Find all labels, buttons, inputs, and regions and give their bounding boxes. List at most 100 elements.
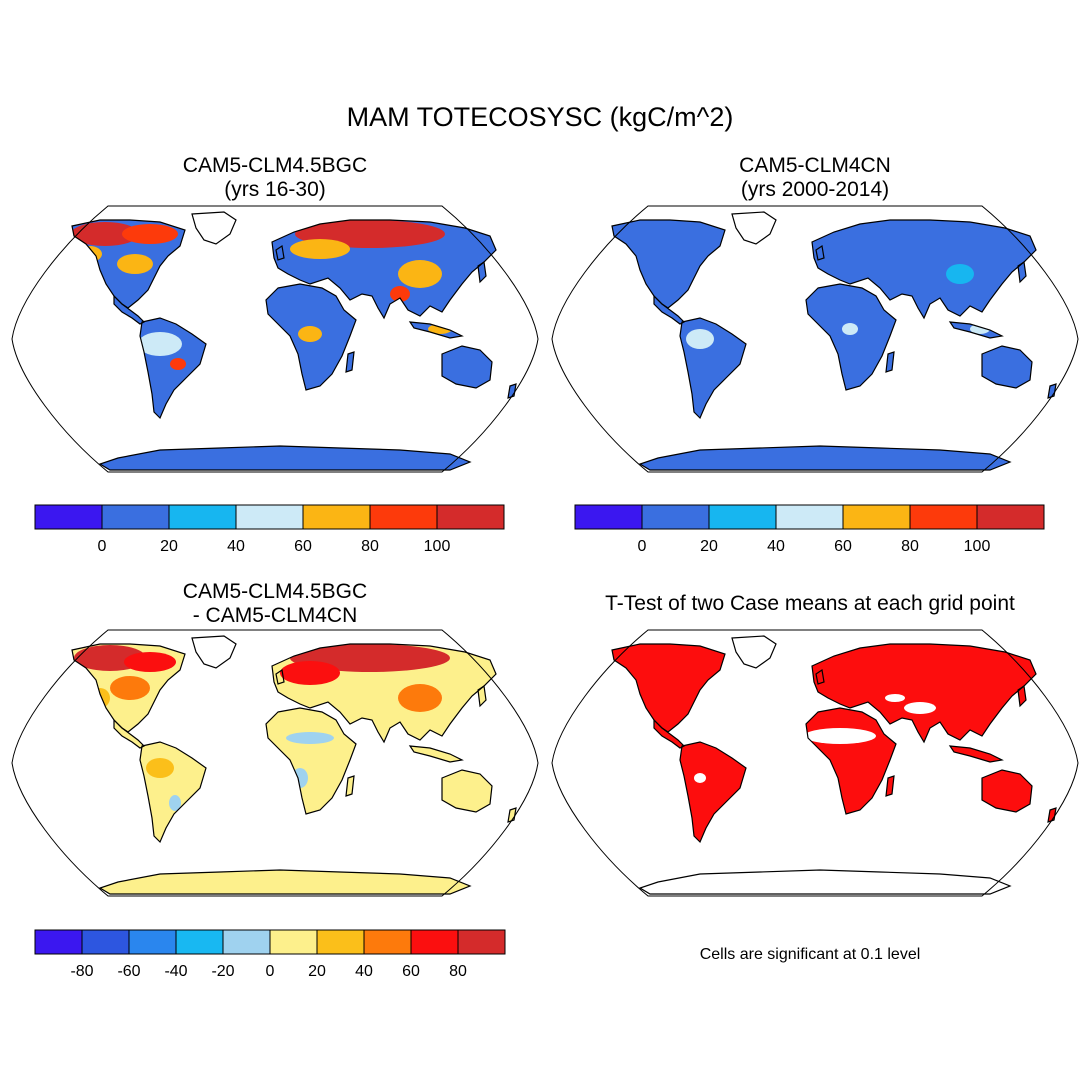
m2-patch-amazon — [686, 329, 714, 349]
m3-land-japan — [478, 686, 486, 706]
m1-patch-canada-north — [72, 222, 139, 246]
map-3 — [11, 629, 539, 897]
m4-coast-madagascar — [885, 775, 895, 797]
colorbar-2: 0 20 40 60 80 100 — [574, 504, 1045, 555]
m1-value-patches — [72, 220, 452, 370]
m3-value-patches — [74, 644, 450, 811]
panel4-title-line1: T-Test of two Case means at each grid po… — [605, 592, 1015, 615]
m4-coast-south-america — [679, 741, 747, 844]
colorbar-panel3: -80 -60 -40 -20 0 20 40 60 80 — [34, 929, 506, 980]
cb3-tick-label-8: 80 — [449, 963, 467, 980]
m4-land-australia — [982, 770, 1032, 812]
m3-patch-east-asia — [398, 684, 442, 712]
m4-patch-arabia — [885, 694, 905, 702]
cb2-box-3 — [775, 504, 844, 530]
m3-coast-indonesia — [408, 745, 464, 763]
m2-coast-indonesia — [948, 321, 1004, 339]
cb3-tick-label-1: -60 — [117, 963, 140, 980]
significance-note: Cells are significant at 0.1 level — [699, 946, 921, 963]
m1-patch-europe — [290, 239, 350, 259]
m1-coast-new-zealand — [507, 383, 517, 399]
map-panel-1 — [10, 204, 540, 474]
m3-land-africa — [266, 708, 356, 814]
cb1-tick-label-0: 0 — [98, 538, 107, 555]
panel4-title: T-Test of two Case means at each grid po… — [545, 592, 1075, 616]
map-panel-2 — [550, 204, 1080, 474]
cb3-box-9 — [457, 929, 506, 955]
cb2-tick-label-4: 80 — [901, 538, 919, 555]
m2-patch-east-asia — [946, 264, 974, 284]
m3-land-antarctica — [100, 870, 470, 894]
m1-patch-canada-east — [122, 224, 178, 244]
m2-frame — [551, 205, 1079, 473]
colorbar-3: -80 -60 -40 -20 0 20 40 60 80 — [34, 929, 506, 980]
cb3-tick-label-4: 0 — [266, 963, 275, 980]
m2-coast-north-america — [611, 219, 726, 309]
m3-coast-europe-asia — [271, 643, 497, 744]
map-panel-3 — [10, 628, 540, 898]
m2-land-europe-asia — [812, 220, 1036, 318]
cb2-tick-label-2: 40 — [767, 538, 785, 555]
m2-coast-new-zealand — [1047, 383, 1057, 399]
cb3-tick-label-6: 40 — [355, 963, 373, 980]
m2-coast-uk — [815, 244, 825, 261]
m3-land-greenland — [192, 636, 236, 668]
cb3-box-8 — [410, 929, 459, 955]
m4-coast-indonesia — [948, 745, 1004, 763]
cb1-box-3 — [235, 504, 304, 530]
m3-patch-canada-east — [124, 652, 176, 672]
cb3-tick-label-2: -40 — [164, 963, 187, 980]
cb1-box-1 — [101, 504, 170, 530]
m2-land-africa — [806, 284, 896, 390]
m4-frame — [551, 629, 1079, 897]
m1-coast-antarctica — [98, 445, 472, 471]
cb2-tick-label-5: 100 — [964, 538, 991, 555]
m2-coast-australia — [981, 345, 1033, 389]
cb1-box-6 — [436, 504, 505, 530]
m2-land-greenland — [732, 212, 776, 244]
cb1-box-5 — [369, 504, 438, 530]
cb3-tick-label-5: 20 — [308, 963, 326, 980]
m1-patch-eastern-us — [117, 254, 153, 274]
m3-coast-uk — [275, 668, 285, 685]
m3-coast-africa — [265, 707, 357, 815]
m2-land-australia — [982, 346, 1032, 388]
m1-frame — [11, 205, 539, 473]
m2-land-japan — [1018, 262, 1026, 282]
m3-coast-new-zealand — [507, 807, 517, 823]
m2-land-antarctica — [640, 446, 1010, 470]
cb1-tick-label-1: 20 — [160, 538, 178, 555]
m1-patch-amazon — [138, 332, 182, 356]
cb3-box-6 — [316, 929, 365, 955]
m3-coast-australia — [441, 769, 493, 813]
m1-patch-brazil-east — [170, 358, 186, 370]
panel3-title: CAM5-CLM4.5BGC - CAM5-CLM4CN — [150, 580, 400, 628]
cb2-tick-label-1: 20 — [700, 538, 718, 555]
m4-land-japan — [1018, 686, 1026, 706]
m3-patch-eastern-us — [110, 676, 150, 700]
m1-coast-japan — [477, 260, 487, 284]
cb3-box-1 — [81, 929, 130, 955]
cb2-tick-label-0: 0 — [638, 538, 647, 555]
cb2-box-1 — [641, 504, 710, 530]
map-4 — [551, 629, 1079, 897]
m2-coast-antarctica — [638, 445, 1012, 471]
m4-coast-north-america — [611, 643, 726, 733]
m2-coast-africa — [805, 283, 897, 391]
cb2-box-4 — [842, 504, 911, 530]
m2-coast-greenland — [731, 211, 777, 245]
colorbar-1: 0 20 40 60 80 100 — [34, 504, 505, 555]
m3-land-indonesia — [410, 746, 462, 762]
m1-coast-north-america — [71, 219, 186, 309]
cb1-tick-label-2: 40 — [227, 538, 245, 555]
m1-patch-south-china — [390, 286, 410, 302]
cb1-tick-label-3: 60 — [294, 538, 312, 555]
cb2-box-0 — [574, 504, 643, 530]
m3-coast-greenland — [191, 635, 237, 669]
m4-land-greenland — [732, 636, 776, 668]
m3-coast-south-america — [139, 741, 207, 844]
panel1-title: CAM5-CLM4.5BGC (yrs 16-30) — [150, 154, 400, 202]
cb3-box-7 — [363, 929, 412, 955]
m3-patch-amazon — [146, 758, 174, 778]
m4-land-indonesia — [950, 746, 1002, 762]
